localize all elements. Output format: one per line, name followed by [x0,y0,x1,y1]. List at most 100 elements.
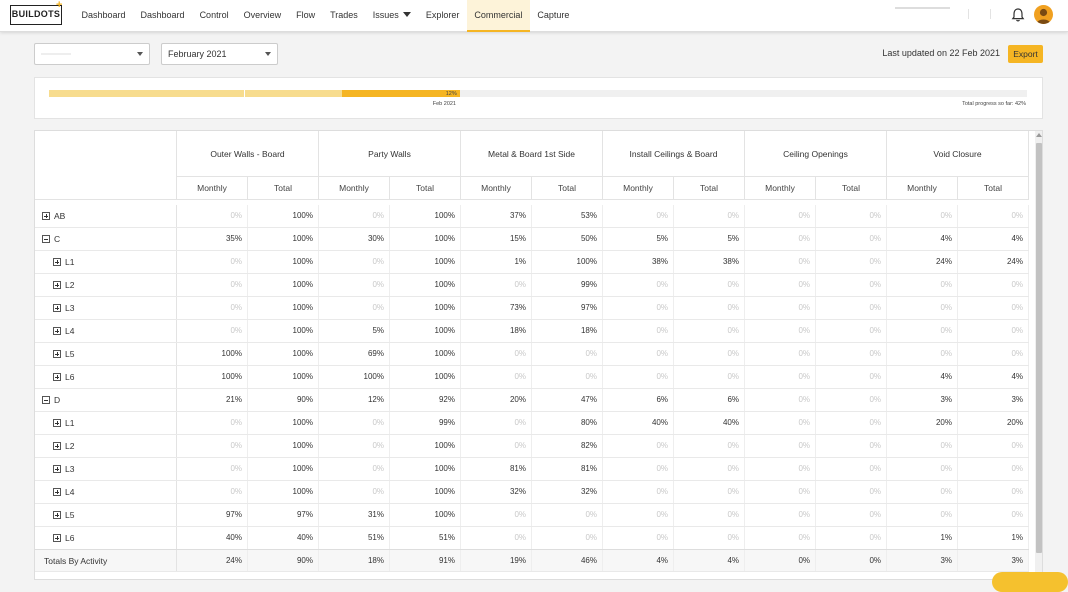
column-header-void-closure[interactable]: Void Closure [887,131,1029,177]
total-progress-label: Total progress so far: 42% [962,101,1026,107]
expand-plus-icon[interactable] [53,350,61,358]
expand-plus-icon[interactable] [53,258,61,266]
monthly-value-cell: 0% [603,458,674,480]
month-select[interactable]: February 2021 [161,43,278,65]
avatar[interactable] [1034,5,1053,24]
monthly-value-cell: 0% [603,320,674,342]
total-value-cell: 0% [816,343,887,365]
expand-plus-icon[interactable] [53,488,61,496]
expand-plus-icon[interactable] [53,304,61,312]
row-name-cell[interactable]: L2 [35,435,177,457]
column-header-outer-walls-board[interactable]: Outer Walls - Board [177,131,319,177]
expand-plus-icon[interactable] [53,534,61,542]
total-value-cell: 0% [958,481,1029,503]
total-value-cell: 3% [958,389,1029,411]
table-row: L2 0% 100% 0% 100% 0% 99% 0% 0% 0% 0% 0% 0% [35,274,1029,297]
column-header-install-ceilings-board[interactable]: Install Ceilings & Board [603,131,745,177]
row-name-cell[interactable]: L3 [35,458,177,480]
column-header-metal-board-1st-side[interactable]: Metal & Board 1st Side [461,131,603,177]
row-name-cell[interactable]: L2 [35,274,177,296]
total-value-cell: 99% [532,274,603,296]
row-name-cell[interactable]: L5 [35,504,177,526]
row-name-cell[interactable]: AB [35,205,177,227]
row-name-cell[interactable]: L4 [35,481,177,503]
row-name-cell[interactable]: C [35,228,177,250]
buildots-logo-icon[interactable]: BUILDOTS [10,5,62,25]
nav-item-capture[interactable]: Capture [530,0,577,32]
total-value-cell: 40% [248,527,319,549]
table-row: L3 0% 100% 0% 100% 81% 81% 0% 0% 0% 0% 0% 0% [35,458,1029,481]
total-value-cell: 4% [958,228,1029,250]
export-button[interactable]: Export [1008,45,1043,63]
user-avatar-icon [1036,8,1051,24]
nav-item-explorer[interactable]: Explorer [418,0,467,32]
expand-plus-icon[interactable] [53,373,61,381]
bell-icon[interactable] [1010,7,1026,23]
scrollbar-thumb[interactable] [1036,143,1042,553]
total-value-cell: 38% [674,251,745,273]
expand-plus-icon[interactable] [42,212,50,220]
total-value-cell: 0% [816,366,887,388]
monthly-value-cell: 21% [177,389,248,411]
expand-plus-icon[interactable] [53,281,61,289]
column-header-party-walls[interactable]: Party Walls [319,131,461,177]
expand-plus-icon[interactable] [53,442,61,450]
nav-item-issues[interactable]: Issues [365,0,418,32]
expand-plus-icon[interactable] [53,419,61,427]
monthly-value-cell: 0% [887,205,958,227]
total-value-cell: 0% [816,458,887,480]
collapse-minus-icon[interactable] [42,396,50,404]
nav-item-trades[interactable]: Trades [323,0,366,32]
nav-item-commercial[interactable]: Commercial [466,0,530,32]
total-value-cell: 100% [248,435,319,457]
total-value-cell: 20% [958,412,1029,434]
row-name-cell[interactable]: L6 [35,527,177,549]
nav-item-dashboard[interactable]: Dashboard [133,0,192,32]
monthly-value-cell: 20% [461,389,532,411]
total-value-cell: 0% [816,251,887,273]
subheader-monthly: Monthly [603,177,674,200]
row-name: L3 [65,303,75,313]
nav-item-dashboard[interactable]: Dashboard [74,0,133,32]
total-value-cell: 100% [390,435,461,457]
total-value-cell: 0% [816,435,887,457]
total-value-cell: 0% [816,205,887,227]
vertical-scrollbar[interactable] [1035,131,1042,579]
expand-plus-icon[interactable] [53,465,61,473]
row-name-cell[interactable]: L6 [35,366,177,388]
total-value-cell: 47% [532,389,603,411]
total-value-cell: 0% [532,366,603,388]
monthly-value-cell: 0% [177,297,248,319]
nav-item-control[interactable]: Control [192,0,236,32]
monthly-value-cell: 5% [319,320,390,342]
column-header-ceiling-openings[interactable]: Ceiling Openings [745,131,887,177]
nav-item-flow[interactable]: Flow [289,0,323,32]
row-name-cell[interactable]: L1 [35,412,177,434]
subheader-total: Total [674,177,745,200]
expand-plus-icon[interactable] [53,327,61,335]
last-updated-text: Last updated on 22 Feb 2021 [882,48,1000,58]
row-name-cell[interactable]: L5 [35,343,177,365]
total-value-cell: 4% [674,550,745,571]
project-select[interactable] [34,43,150,65]
collapse-minus-icon[interactable] [42,235,50,243]
nav-item-overview[interactable]: Overview [236,0,289,32]
scroll-up-icon[interactable] [1036,133,1042,137]
nav-item-label: Dashboard [81,10,126,20]
monthly-value-cell: 0% [603,274,674,296]
monthly-value-cell: 0% [319,458,390,480]
monthly-value-cell: 0% [887,481,958,503]
table-row: L1 0% 100% 0% 100% 1% 100% 38% 38% 0% 0% 24% 24% [35,251,1029,274]
row-name-cell[interactable]: L4 [35,320,177,342]
commercial-table: Outer Walls - Board Party Walls Metal & Bo… [34,130,1043,580]
floating-help-button[interactable] [992,572,1068,592]
logo-plus-icon: + [56,0,63,11]
row-name-cell[interactable]: L1 [35,251,177,273]
dropdown-arrow-icon [265,52,271,56]
expand-plus-icon[interactable] [53,511,61,519]
row-name-cell[interactable]: L3 [35,297,177,319]
monthly-value-cell: 81% [461,458,532,480]
row-name-cell[interactable]: D [35,389,177,411]
total-value-cell: 0% [816,389,887,411]
row-name: L2 [65,280,75,290]
